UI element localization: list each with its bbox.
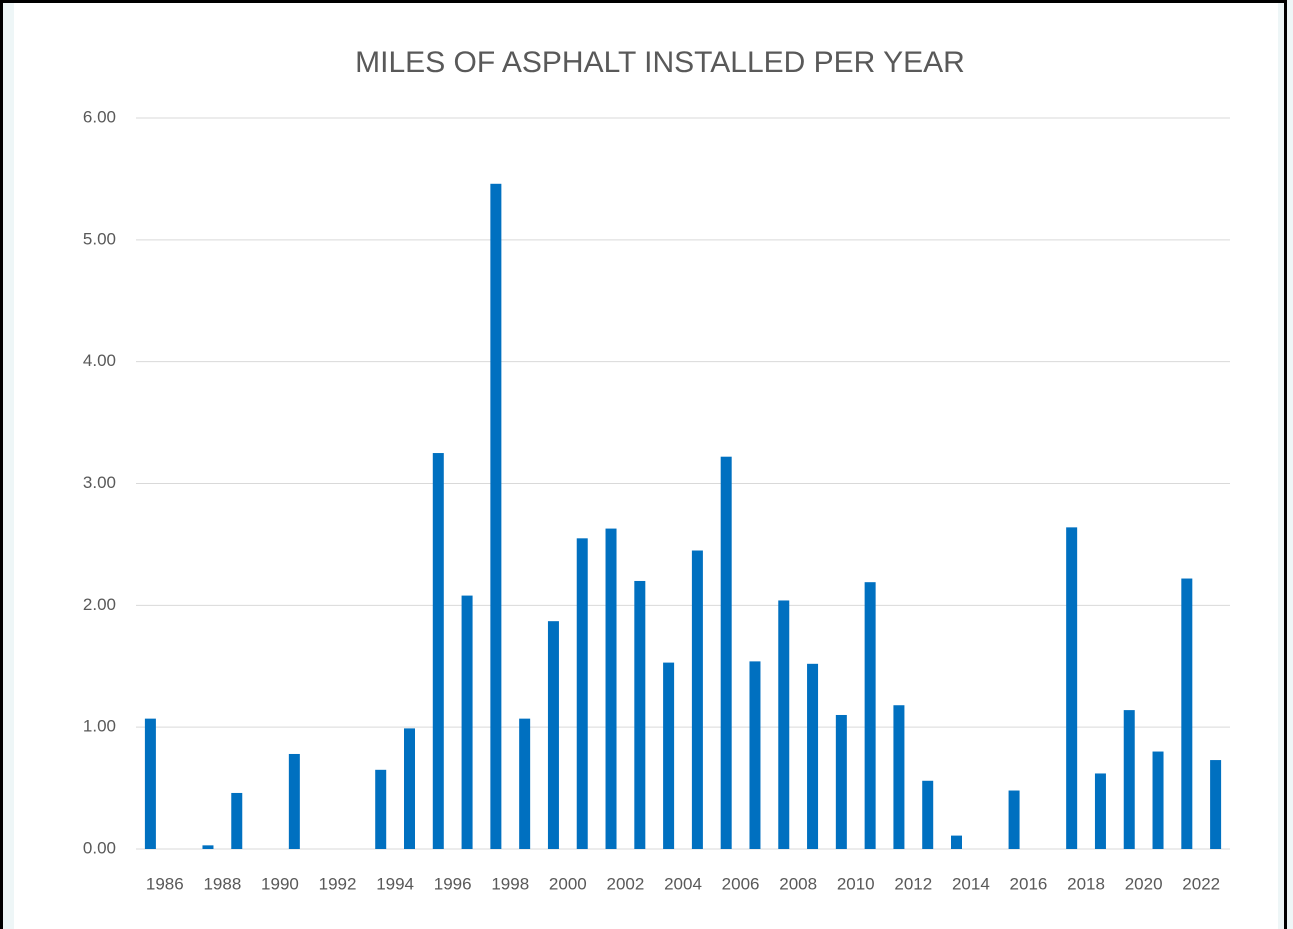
y-tick-label: 0.00 bbox=[83, 838, 116, 857]
y-tick-label: 6.00 bbox=[83, 107, 116, 126]
x-tick-label: 2018 bbox=[1067, 874, 1105, 893]
bar bbox=[893, 705, 905, 849]
x-tick-label: 1994 bbox=[376, 874, 414, 893]
bar bbox=[691, 550, 703, 849]
bar bbox=[720, 456, 732, 849]
x-tick-label: 2014 bbox=[952, 874, 990, 893]
y-tick-label: 3.00 bbox=[83, 473, 116, 492]
x-tick-label: 2020 bbox=[1125, 874, 1163, 893]
bar bbox=[432, 453, 444, 849]
bar bbox=[202, 845, 214, 849]
x-tick-label: 2012 bbox=[894, 874, 932, 893]
bar bbox=[605, 528, 617, 849]
x-tick-label: 1986 bbox=[146, 874, 184, 893]
x-tick-label: 1988 bbox=[203, 874, 241, 893]
chart-title: MILES OF ASPHALT INSTALLED PER YEAR bbox=[355, 46, 965, 79]
x-tick-label: 1996 bbox=[434, 874, 472, 893]
bar bbox=[749, 661, 761, 849]
bar bbox=[864, 582, 876, 849]
bar bbox=[807, 663, 819, 849]
x-tick-label: 1992 bbox=[319, 874, 357, 893]
bar bbox=[490, 183, 502, 850]
x-tick-label: 2016 bbox=[1010, 874, 1048, 893]
x-tick-label: 2002 bbox=[607, 874, 645, 893]
bar bbox=[519, 718, 531, 849]
bar bbox=[951, 835, 962, 849]
x-tick-label: 2008 bbox=[779, 874, 817, 893]
bar bbox=[1181, 578, 1193, 849]
x-tick-label: 2000 bbox=[549, 874, 587, 893]
bar bbox=[835, 714, 847, 849]
bar bbox=[1094, 773, 1106, 849]
bar bbox=[778, 600, 790, 849]
bar bbox=[1210, 760, 1222, 849]
y-tick-label: 2.00 bbox=[83, 595, 116, 614]
y-tick-label: 5.00 bbox=[83, 229, 116, 248]
bar bbox=[461, 595, 473, 849]
bar bbox=[547, 621, 559, 849]
bar bbox=[634, 580, 646, 849]
bar bbox=[576, 538, 588, 849]
bar bbox=[231, 792, 243, 849]
bar bbox=[1152, 751, 1164, 849]
bar bbox=[288, 753, 300, 849]
bar bbox=[1123, 710, 1135, 849]
chart: MILES OF ASPHALT INSTALLED PER YEAR 0.00… bbox=[14, 3, 1278, 929]
bar bbox=[144, 718, 156, 849]
y-tick-label: 4.00 bbox=[83, 351, 116, 370]
bar bbox=[663, 662, 675, 849]
x-tick-label: 2006 bbox=[722, 874, 760, 893]
x-tick-label: 2022 bbox=[1182, 874, 1220, 893]
bar bbox=[922, 780, 934, 849]
bar bbox=[375, 769, 387, 849]
bar bbox=[1066, 527, 1078, 849]
bar bbox=[1008, 790, 1020, 849]
x-tick-label: 1990 bbox=[261, 874, 299, 893]
x-tick-label: 1998 bbox=[491, 874, 529, 893]
bar bbox=[404, 728, 415, 849]
chart-area bbox=[14, 3, 1278, 929]
y-tick-label: 1.00 bbox=[83, 717, 116, 736]
x-tick-label: 2004 bbox=[664, 874, 702, 893]
x-tick-label: 2010 bbox=[837, 874, 875, 893]
